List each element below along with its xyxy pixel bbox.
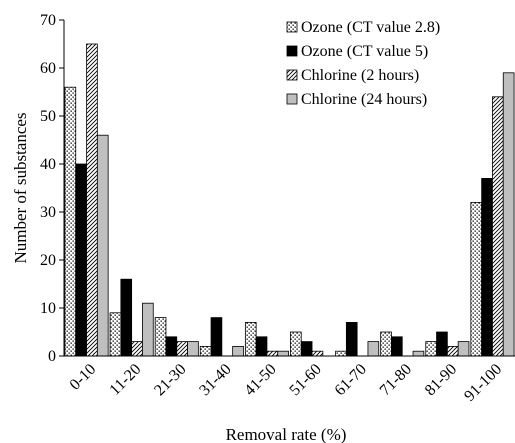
- bar: [492, 96, 504, 357]
- x-tick-label: 31-40: [196, 361, 234, 399]
- bar: [86, 43, 98, 357]
- bar: [470, 201, 483, 357]
- y-tick-label: 60: [40, 60, 56, 77]
- legend-swatch: [286, 21, 298, 33]
- x-tick-label: 91-100: [461, 361, 505, 405]
- bar: [335, 350, 347, 357]
- bar: [290, 331, 302, 357]
- bar: [244, 321, 257, 357]
- legend-swatch: [286, 69, 298, 81]
- legend-swatch: [286, 93, 298, 105]
- y-tick-label: 40: [40, 156, 56, 173]
- y-tick-label: 0: [48, 348, 56, 365]
- bar: [131, 341, 143, 357]
- bars-group: [64, 43, 515, 357]
- bar: [154, 317, 167, 357]
- bar: [120, 278, 133, 357]
- x-axis-title: Removal rate (%): [226, 425, 347, 443]
- bar: [266, 350, 279, 357]
- bar: [255, 336, 268, 357]
- x-tick-label: 0-10: [67, 361, 100, 394]
- bar: [277, 350, 289, 357]
- bar: [96, 134, 109, 357]
- bar: [210, 317, 223, 357]
- bar: [457, 341, 470, 357]
- legend-label: Chlorine (2 hours): [301, 67, 419, 84]
- y-tick-label: 20: [40, 252, 56, 269]
- y-axis-title: Number of substances: [11, 112, 30, 263]
- x-tick-label: 51-60: [286, 361, 324, 399]
- y-tick-label: 30: [40, 204, 56, 221]
- bar: [446, 345, 459, 357]
- bar: [391, 336, 403, 357]
- bar: [187, 341, 199, 357]
- legend-label: Ozone (CT value 5): [301, 43, 428, 60]
- x-tick-label: 81-90: [422, 361, 460, 399]
- bar: [176, 341, 188, 357]
- bar: [199, 345, 212, 357]
- y-tick-label: 50: [40, 108, 56, 125]
- x-tick-label: 21-30: [151, 361, 189, 399]
- legend-swatch: [286, 45, 298, 57]
- legend-label: Ozone (CT value 2.8): [301, 19, 440, 36]
- y-tick-label: 10: [40, 300, 56, 317]
- bar: [345, 321, 358, 357]
- y-tick-label: 70: [40, 12, 56, 29]
- bar: [142, 302, 154, 357]
- legend: Ozone (CT value 2.8) Ozone (CT value 5) Ch…: [286, 19, 440, 108]
- bar: [75, 163, 87, 357]
- plot-area: 0 10 20 30 40 50 60 70 0-10 11-20 21-30 31-40 41-50…: [40, 12, 515, 405]
- bar: [412, 350, 425, 357]
- bar: [502, 72, 515, 357]
- bar: [311, 350, 324, 357]
- bar: [232, 345, 244, 357]
- bar: [64, 86, 77, 357]
- y-axis-ticks: 0 10 20 30 40 50 60 70: [40, 12, 64, 365]
- x-axis-ticks: 0-10 11-20 21-30 31-40 41-50 51-60 61-70 71-80 8…: [67, 361, 506, 405]
- bar: [425, 341, 437, 357]
- bar: [165, 336, 178, 357]
- x-tick-label: 71-80: [377, 361, 415, 399]
- bar: [300, 341, 313, 357]
- bar: [367, 341, 380, 357]
- legend-label: Chlorine (24 hours): [301, 91, 427, 108]
- bar: [109, 312, 122, 357]
- bar: [481, 177, 493, 357]
- x-tick-label: 11-20: [106, 361, 144, 399]
- bar: [436, 331, 448, 357]
- bar: [380, 331, 392, 357]
- x-tick-label: 61-70: [332, 361, 370, 399]
- x-tick-label: 41-50: [241, 361, 279, 399]
